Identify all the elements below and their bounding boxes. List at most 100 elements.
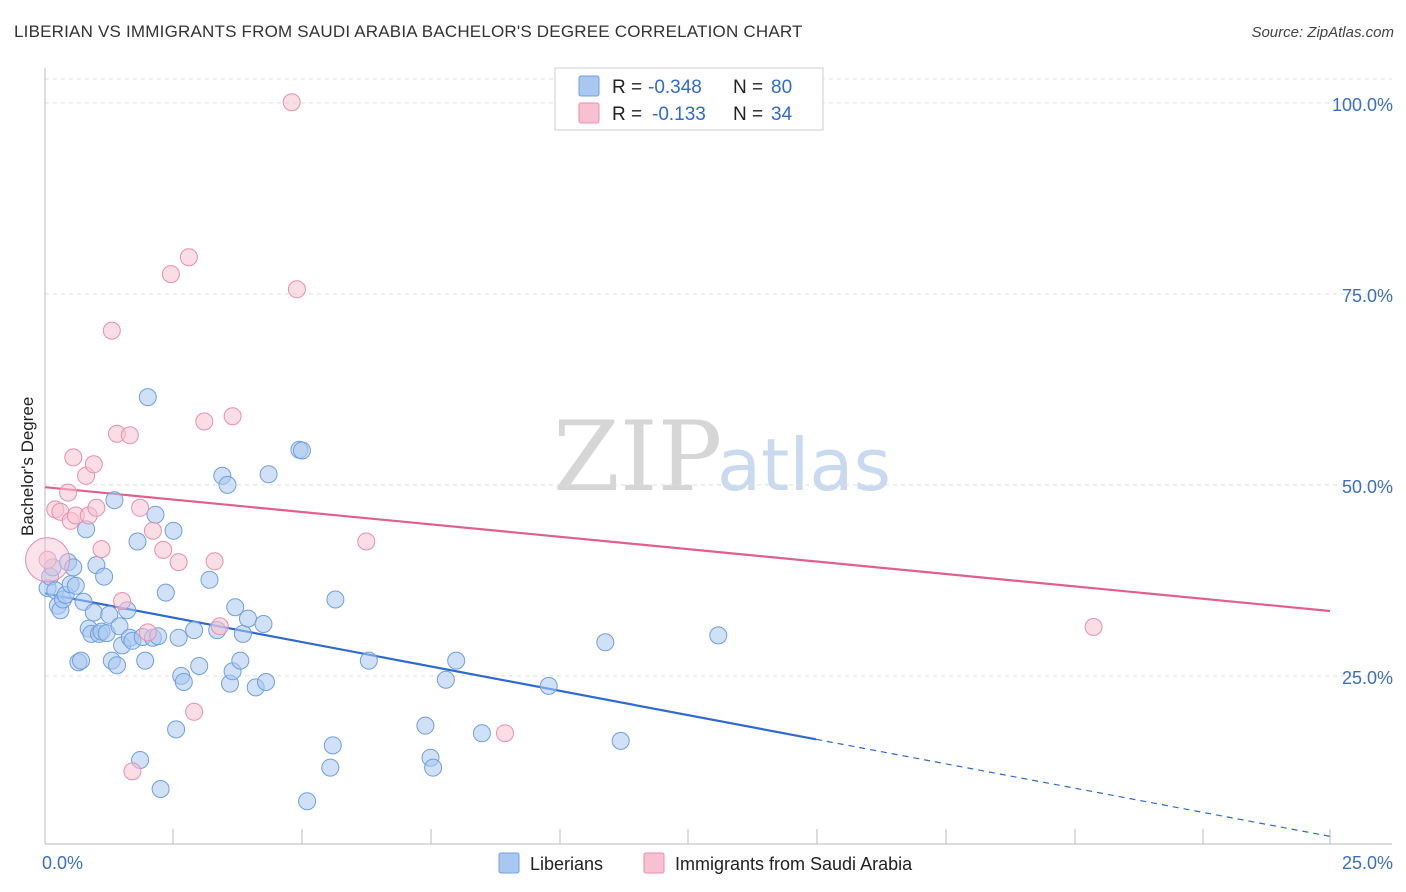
x-tick-label-0: 0.0% <box>42 853 83 873</box>
data-points <box>25 93 1103 811</box>
y-tick-label: 100.0% <box>1332 95 1393 115</box>
point-liberians <box>84 603 103 622</box>
trend-line-saudi <box>44 486 1331 613</box>
point-saudi <box>92 540 111 559</box>
bottom-legend-swatch-saudi <box>643 852 665 874</box>
point-saudi <box>84 455 103 474</box>
point-liberians <box>231 651 250 670</box>
point-liberians <box>190 657 209 675</box>
point-saudi <box>282 93 301 112</box>
legend-r-value-0: -0.348 <box>648 77 702 98</box>
point-saudi <box>113 592 132 610</box>
point-liberians <box>359 651 378 670</box>
legend-n-label-0: N = <box>733 77 763 98</box>
point-saudi <box>223 407 242 426</box>
point-saudi-large <box>25 537 71 583</box>
point-liberians <box>185 621 204 640</box>
point-liberians <box>293 441 311 460</box>
point-saudi <box>357 532 376 551</box>
y-tick-label: 50.0% <box>1342 477 1393 497</box>
point-saudi <box>205 552 224 571</box>
point-liberians <box>167 720 186 739</box>
point-saudi <box>102 321 121 340</box>
point-liberians <box>136 651 155 670</box>
point-liberians <box>138 388 157 407</box>
y-axis-title: Bachelor's Degree <box>18 397 37 536</box>
point-liberians <box>128 532 147 551</box>
legend-r-label-0: R = <box>612 77 642 98</box>
point-liberians <box>174 673 193 691</box>
point-saudi <box>195 412 214 431</box>
point-saudi <box>123 762 142 781</box>
point-liberians <box>66 576 85 595</box>
trend-line-dashed-liberians <box>815 738 1331 837</box>
point-saudi <box>64 448 83 467</box>
point-saudi <box>287 280 306 299</box>
point-liberians <box>472 724 491 743</box>
point-liberians <box>233 624 252 643</box>
point-liberians <box>709 626 728 645</box>
point-saudi <box>138 623 157 642</box>
point-liberians <box>226 598 245 617</box>
legend-swatch-saudi <box>578 102 600 124</box>
point-liberians <box>611 731 630 750</box>
bottom-legend-label-saudi: Immigrants from Saudi Arabia <box>675 854 913 874</box>
point-liberians <box>164 521 183 540</box>
point-liberians <box>321 758 340 777</box>
point-saudi <box>210 617 229 636</box>
legend-n-value-0: 80 <box>771 77 792 98</box>
point-saudi <box>161 265 180 284</box>
chart-title: LIBERIAN VS IMMIGRANTS FROM SAUDI ARABIA… <box>14 22 803 41</box>
trend-lines <box>44 486 1331 837</box>
point-liberians <box>151 780 170 798</box>
legend-r-label-1: R = <box>612 104 642 125</box>
point-liberians <box>257 673 275 691</box>
point-saudi <box>143 521 162 540</box>
bottom-legend-label-liberians: Liberians <box>530 854 603 874</box>
point-liberians <box>259 465 278 484</box>
point-liberians <box>298 792 317 811</box>
point-liberians <box>100 605 119 624</box>
point-liberians <box>156 583 175 602</box>
point-saudi <box>87 498 106 517</box>
legend-n-value-1: 34 <box>771 104 793 125</box>
y-tick-label: 25.0% <box>1342 668 1393 688</box>
gridlines: 25.0% 50.0% 75.0% 100.0% <box>45 78 1393 688</box>
point-saudi <box>59 483 78 502</box>
point-liberians <box>146 505 165 524</box>
point-saudi <box>38 550 57 569</box>
point-liberians <box>539 676 558 695</box>
point-saudi <box>131 498 150 517</box>
point-liberians <box>424 758 443 777</box>
point-liberians <box>436 670 455 689</box>
point-liberians <box>108 656 126 675</box>
legend-n-label-1: N = <box>733 104 763 125</box>
point-liberians <box>218 475 237 494</box>
point-liberians <box>323 736 342 755</box>
y-tick-label: 75.0% <box>1342 286 1393 306</box>
point-liberians <box>105 491 124 510</box>
point-saudi <box>154 540 173 559</box>
stats-legend: R = -0.348 N = 80 R = -0.133 N = 34 <box>554 67 824 131</box>
point-liberians <box>416 716 435 735</box>
point-saudi <box>1084 618 1103 636</box>
point-liberians <box>72 651 90 670</box>
point-liberians <box>200 570 219 589</box>
point-liberians <box>447 651 466 670</box>
point-saudi <box>179 248 198 267</box>
point-saudi <box>120 426 139 445</box>
x-tick-label-25: 25.0% <box>1342 853 1393 873</box>
source-label: Source: ZipAtlas.com <box>1251 24 1394 41</box>
point-liberians <box>110 617 129 636</box>
point-saudi <box>496 724 514 743</box>
stats-legend-box <box>554 67 824 131</box>
axes <box>44 68 1392 845</box>
trend-line-liberians <box>44 592 817 741</box>
legend-r-value-1: -0.133 <box>652 104 706 125</box>
point-liberians <box>239 609 257 628</box>
watermark-atlas: atlas <box>717 423 891 507</box>
point-liberians <box>596 633 615 652</box>
point-saudi <box>185 702 204 721</box>
point-liberians <box>326 590 345 609</box>
